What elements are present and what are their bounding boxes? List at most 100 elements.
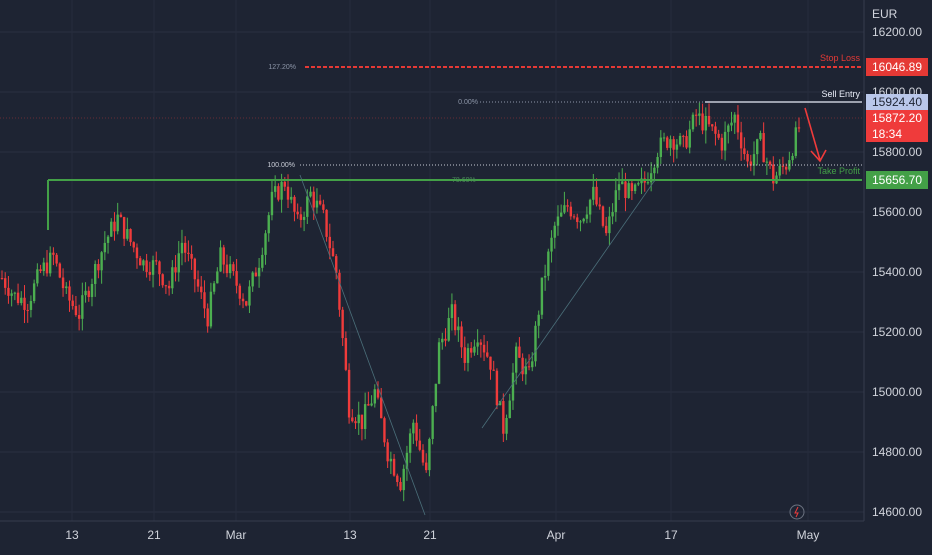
stop-loss-label: Stop Loss <box>820 53 861 63</box>
candle-body <box>794 127 797 156</box>
candle-body <box>444 338 447 341</box>
candle-body <box>505 417 508 434</box>
candle-body <box>216 271 219 284</box>
candle-body <box>296 211 299 215</box>
candle-body <box>511 372 515 401</box>
time-tick-label: May <box>797 528 820 542</box>
candle-body <box>68 286 71 301</box>
candle-body <box>649 173 653 183</box>
candle-body <box>222 247 225 265</box>
candle-body <box>84 290 87 296</box>
candle-body <box>36 269 39 284</box>
candle-body <box>290 196 293 200</box>
annotation-overlays: 127.20% 0.00% 100.00% 78.60% Stop Loss S… <box>0 53 862 516</box>
candle-body <box>694 114 698 116</box>
candle-body <box>183 242 187 253</box>
candle-body <box>251 272 254 287</box>
stop-loss-price-tag[interactable] <box>866 58 928 76</box>
candle-body <box>743 148 746 155</box>
candle-body <box>408 433 412 453</box>
candle-body <box>727 125 730 132</box>
candle-body <box>418 440 421 450</box>
candle-body <box>286 186 290 200</box>
candle-body <box>116 214 119 232</box>
candle-body <box>77 315 81 319</box>
candle-body <box>97 264 100 271</box>
candle-body <box>784 166 788 170</box>
price-tick-label: 14800.00 <box>872 445 922 459</box>
candle-body <box>405 452 409 469</box>
candle-body <box>569 206 573 217</box>
candle-body <box>592 186 595 200</box>
time-tick-label: 21 <box>147 528 161 542</box>
candle-body <box>299 214 303 220</box>
candle-body <box>232 264 235 272</box>
candle-body <box>453 304 457 331</box>
fib-0-label: 0.00% <box>458 99 478 106</box>
candle-body <box>20 297 23 304</box>
candle-body <box>460 326 463 348</box>
candle-body <box>450 304 454 319</box>
candle-body <box>347 369 351 418</box>
candle-body <box>344 338 348 370</box>
candle-body <box>328 236 331 249</box>
countdown-text: 18:34 <box>872 127 902 141</box>
candle-body <box>174 267 177 273</box>
take-profit-price-tag[interactable] <box>866 171 928 189</box>
candle-body <box>614 190 618 213</box>
candle-body <box>373 389 376 404</box>
candle-body <box>65 286 68 289</box>
candle-body <box>261 254 264 268</box>
target-arrow-head <box>810 149 827 163</box>
candle-body <box>662 137 666 139</box>
candle-body <box>759 133 762 140</box>
candle-series <box>0 102 801 502</box>
candle-body <box>617 184 621 191</box>
candle-body <box>457 326 460 331</box>
candle-body <box>749 161 752 166</box>
candle-body <box>675 144 679 150</box>
candle-body <box>585 214 589 219</box>
candle-body <box>576 217 579 222</box>
candle-body <box>245 301 248 306</box>
candle-body <box>10 293 13 296</box>
candle-body <box>598 204 601 207</box>
candle-body <box>335 256 338 273</box>
candle-body <box>4 278 7 288</box>
candle-body <box>392 458 396 476</box>
candle-body <box>402 468 405 491</box>
candle-body <box>187 252 190 254</box>
candle-body <box>386 442 389 462</box>
candle-body <box>765 161 769 163</box>
candle-body <box>588 199 592 215</box>
candle-body <box>672 139 675 150</box>
candle-body <box>190 253 193 259</box>
price-tick-label: 15000.00 <box>872 385 922 399</box>
candle-body <box>704 115 708 131</box>
candle-body <box>209 291 213 327</box>
lightning-icon[interactable] <box>789 504 805 520</box>
candle-body <box>524 366 528 375</box>
candle-body <box>582 218 585 222</box>
candle-body <box>601 206 605 226</box>
candle-body <box>531 361 534 368</box>
sell-entry-price-tag[interactable] <box>866 94 928 110</box>
candle-body <box>203 292 206 309</box>
candle-body <box>45 262 49 274</box>
candle-body <box>768 161 772 165</box>
candle-body <box>257 267 261 277</box>
candle-body <box>264 233 267 255</box>
candle-body <box>556 216 560 226</box>
candle-body <box>791 155 794 161</box>
price-axis-panel[interactable] <box>864 0 932 550</box>
candle-body <box>87 290 90 297</box>
candle-body <box>58 263 62 278</box>
candle-body <box>161 274 164 286</box>
time-tick-label: 21 <box>423 528 437 542</box>
current-price-tag[interactable] <box>866 110 928 142</box>
candle-body <box>52 252 55 255</box>
candle-body <box>363 404 367 429</box>
